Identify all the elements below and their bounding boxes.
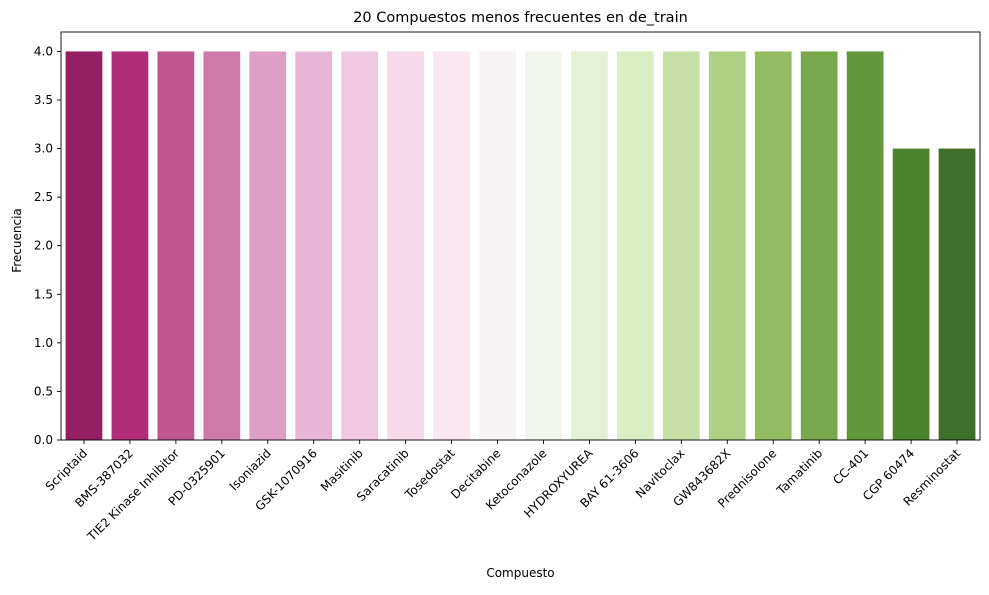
x-tick-label: CC-401 [830, 446, 871, 487]
bar-20 [938, 148, 976, 440]
bar-11 [525, 51, 562, 441]
x-tick-label: Tamatinib [773, 446, 825, 498]
y-tick-label: 4.0 [34, 44, 53, 58]
plot-frame [60, 31, 981, 441]
x-tick-label: TIE2 Kinase Inhibitor [84, 446, 182, 544]
bar-4 [203, 51, 241, 441]
bar-5 [249, 51, 287, 441]
bar-13 [617, 51, 654, 441]
y-axis-ticks: 0.0 0.5 1.0 1.5 2.0 2.5 3.0 3.5 4.0 [34, 44, 61, 447]
bar-18 [846, 51, 884, 441]
bar-8 [387, 51, 425, 441]
bar-1 [65, 51, 103, 441]
bar-7 [341, 51, 379, 441]
bar-16 [754, 51, 792, 441]
y-tick-label: 2.5 [34, 190, 53, 204]
chart-title: 20 Compuestos menos frecuentes en de_tra… [353, 10, 688, 26]
y-tick-label: 3.5 [34, 93, 53, 107]
bar-2 [111, 51, 149, 441]
bar-17 [800, 51, 838, 441]
bar-6 [295, 51, 333, 441]
bar-12 [571, 51, 608, 441]
bar-15 [708, 51, 746, 441]
x-tick-label: Isoniazid [227, 446, 274, 493]
y-tick-label: 2.0 [34, 239, 53, 253]
y-tick-label: 3.0 [34, 142, 53, 156]
bar-3 [157, 51, 195, 441]
x-axis-label: Compuesto [486, 566, 554, 580]
y-tick-label: 1.5 [34, 287, 53, 301]
bar-14 [662, 51, 700, 441]
y-axis-label: Frecuencia [10, 208, 24, 273]
y-tick-label: 1.0 [34, 336, 53, 350]
y-tick-label: 0.0 [34, 433, 53, 447]
x-tick-label: Scriptaid [43, 446, 90, 493]
bar-9 [433, 51, 470, 441]
bar-10 [479, 51, 516, 441]
bars-layer [65, 51, 976, 441]
x-tick-label: Masitinib [318, 446, 366, 494]
bar-19 [892, 148, 930, 440]
y-tick-label: 0.5 [34, 384, 53, 398]
